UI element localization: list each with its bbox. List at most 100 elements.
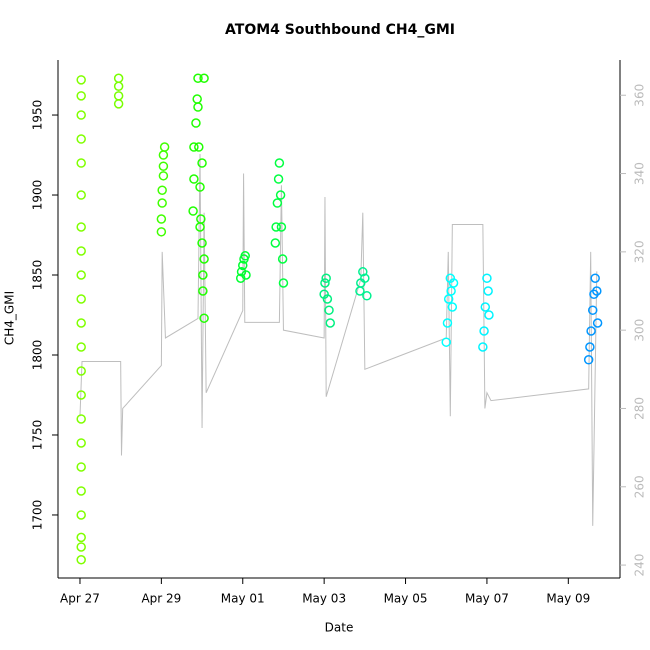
- point: [76, 158, 86, 168]
- point: [321, 273, 331, 283]
- point: [360, 273, 370, 283]
- x-tick-label: May 01: [221, 592, 265, 606]
- point: [197, 238, 207, 248]
- point: [76, 414, 86, 424]
- point: [272, 198, 283, 208]
- point: [277, 254, 288, 264]
- point: [587, 305, 598, 315]
- point: [362, 291, 372, 301]
- point: [590, 273, 600, 283]
- point: [482, 273, 492, 283]
- point: [158, 161, 169, 171]
- point: [157, 185, 167, 195]
- point: [199, 73, 209, 83]
- y-axis-label: CH4_GMI: [3, 291, 17, 345]
- y2-tick-label: 340: [633, 162, 647, 185]
- point: [193, 73, 203, 83]
- point: [76, 532, 86, 543]
- point: [479, 326, 489, 336]
- point: [270, 238, 281, 248]
- point: [76, 390, 86, 400]
- point: [159, 142, 170, 152]
- point: [76, 190, 86, 200]
- x-tick-label: May 07: [465, 592, 509, 606]
- altitude-line: [79, 153, 598, 526]
- point: [592, 286, 602, 296]
- point: [76, 438, 86, 448]
- point: [197, 158, 207, 168]
- point: [157, 198, 167, 208]
- point: [113, 81, 124, 91]
- point: [76, 462, 86, 472]
- point: [76, 222, 86, 232]
- point: [76, 246, 86, 256]
- point: [442, 318, 453, 328]
- point: [188, 206, 198, 216]
- point: [192, 94, 202, 104]
- point: [193, 102, 203, 112]
- point: [240, 251, 250, 261]
- x-axis-label: Date: [325, 621, 354, 635]
- point: [76, 510, 86, 520]
- y-tick-label: 1850: [31, 260, 45, 291]
- y-tick-label: 1700: [31, 500, 45, 531]
- y2-tick-label: 300: [633, 319, 647, 342]
- point: [76, 555, 86, 565]
- point: [76, 110, 86, 120]
- point: [113, 99, 124, 109]
- point: [324, 305, 334, 315]
- point: [156, 214, 167, 224]
- point: [478, 342, 488, 352]
- point: [586, 326, 596, 336]
- point: [194, 142, 204, 152]
- point: [320, 278, 330, 288]
- point: [76, 294, 86, 304]
- point: [447, 302, 458, 312]
- point: [156, 227, 167, 237]
- point: [76, 366, 86, 376]
- y2-tick-label: 280: [633, 397, 647, 420]
- point: [76, 342, 86, 352]
- y-tick-label: 1750: [31, 420, 45, 451]
- y2-tick-label: 320: [633, 240, 647, 263]
- point: [158, 150, 169, 160]
- point: [189, 142, 199, 152]
- y2-tick-label: 240: [633, 554, 647, 577]
- point: [271, 222, 281, 232]
- point: [199, 313, 209, 323]
- point: [199, 254, 209, 264]
- point: [448, 278, 459, 288]
- point: [198, 270, 208, 280]
- y-tick-label: 1900: [31, 180, 45, 211]
- point: [583, 355, 594, 365]
- point: [195, 182, 205, 192]
- y2-tick-label: 360: [633, 84, 647, 107]
- y2-tick-label: 260: [633, 475, 647, 498]
- point: [76, 270, 86, 280]
- point: [275, 190, 286, 200]
- point: [241, 270, 251, 280]
- point: [484, 310, 494, 320]
- point: [238, 260, 248, 271]
- point: [76, 75, 86, 85]
- x-tick-label: Apr 27: [60, 592, 100, 606]
- point: [113, 91, 124, 101]
- point: [195, 222, 205, 232]
- point: [198, 286, 208, 296]
- point: [76, 486, 86, 496]
- x-tick-label: Apr 29: [141, 592, 181, 606]
- y-tick-label: 1800: [31, 340, 45, 371]
- point: [358, 267, 368, 277]
- point: [585, 342, 595, 352]
- point: [441, 337, 451, 347]
- x-tick-label: May 09: [546, 592, 590, 606]
- point: [191, 118, 201, 128]
- chart-title: ATOM4 Southbound CH4_GMI: [225, 22, 455, 38]
- point: [276, 222, 287, 232]
- point: [325, 318, 336, 328]
- point: [274, 158, 285, 168]
- point: [76, 134, 86, 144]
- point: [189, 174, 199, 184]
- x-tick-label: May 05: [384, 592, 428, 606]
